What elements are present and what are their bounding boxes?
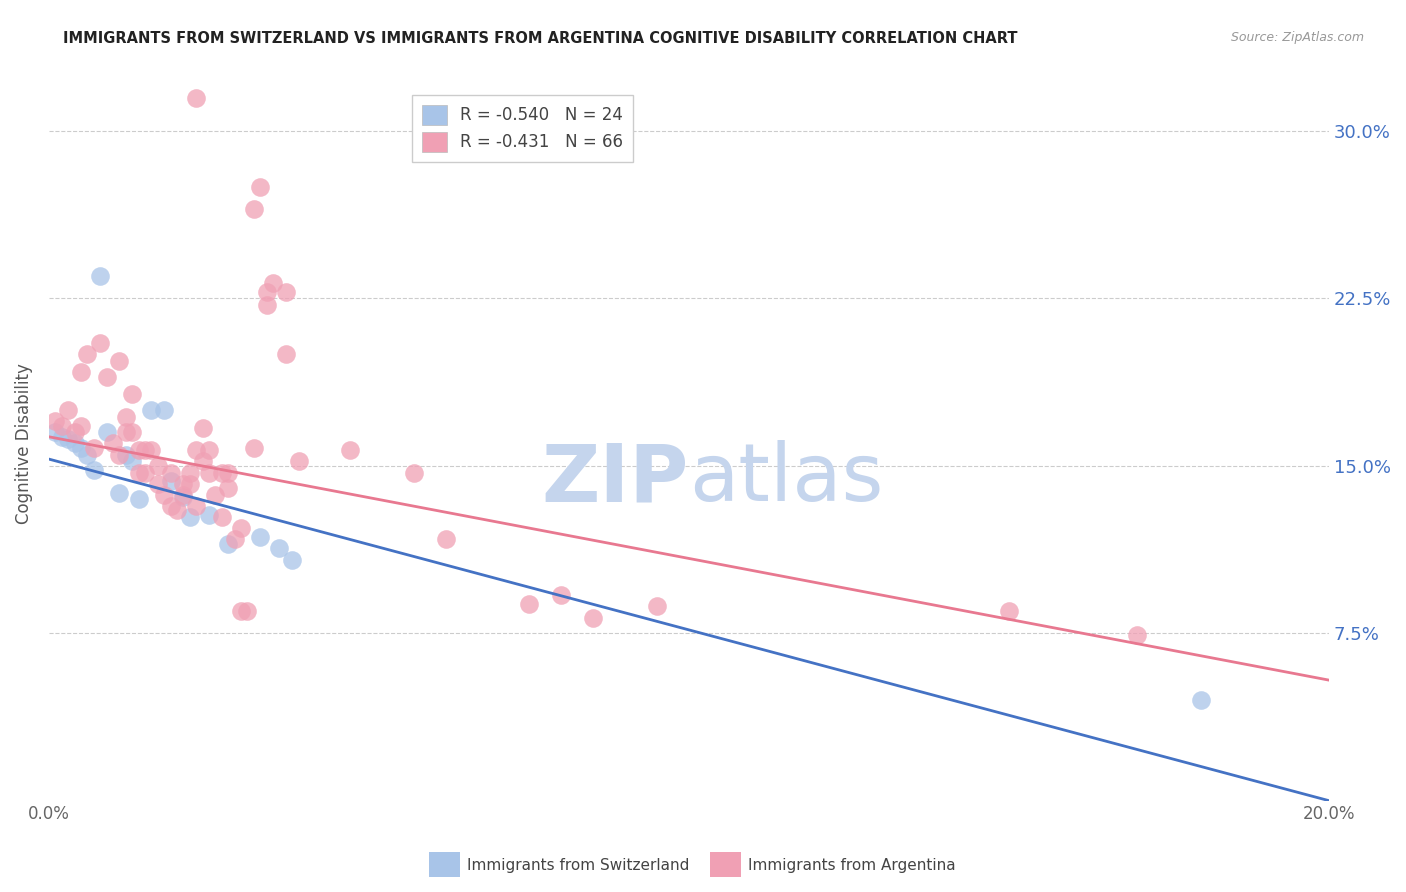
- Point: [217, 481, 239, 495]
- Point: [179, 476, 201, 491]
- Point: [134, 443, 156, 458]
- Point: [114, 425, 136, 440]
- Point: [217, 537, 239, 551]
- Point: [141, 443, 163, 458]
- Point: [76, 347, 98, 361]
- Point: [1126, 628, 1149, 642]
- Point: [242, 441, 264, 455]
- Point: [146, 458, 169, 473]
- Point: [582, 610, 605, 624]
- Point: [153, 403, 176, 417]
- Y-axis label: Cognitive Disability: Cognitive Disability: [15, 363, 32, 524]
- Point: [281, 552, 304, 566]
- Point: [204, 488, 226, 502]
- Text: Immigrants from Switzerland: Immigrants from Switzerland: [467, 858, 689, 872]
- Point: [242, 202, 264, 216]
- Text: Source: ZipAtlas.com: Source: ZipAtlas.com: [1230, 31, 1364, 45]
- Point: [108, 448, 131, 462]
- Point: [339, 443, 361, 458]
- Text: IMMIGRANTS FROM SWITZERLAND VS IMMIGRANTS FROM ARGENTINA COGNITIVE DISABILITY CO: IMMIGRANTS FROM SWITZERLAND VS IMMIGRANT…: [63, 31, 1018, 46]
- Point: [186, 443, 208, 458]
- Point: [63, 436, 86, 450]
- Point: [249, 530, 271, 544]
- Point: [172, 476, 194, 491]
- Point: [191, 421, 214, 435]
- Point: [179, 510, 201, 524]
- Point: [121, 387, 143, 401]
- Text: ZIP: ZIP: [541, 441, 689, 518]
- Point: [128, 443, 150, 458]
- Point: [274, 285, 297, 299]
- Point: [114, 448, 136, 462]
- Point: [645, 599, 668, 614]
- Point: [166, 503, 188, 517]
- Point: [96, 425, 118, 440]
- Point: [63, 425, 86, 440]
- Point: [89, 336, 111, 351]
- Point: [249, 179, 271, 194]
- Point: [198, 443, 221, 458]
- Point: [70, 441, 93, 455]
- Point: [224, 533, 246, 547]
- Point: [76, 448, 98, 462]
- Point: [108, 354, 131, 368]
- Point: [83, 463, 105, 477]
- Point: [434, 533, 457, 547]
- Point: [96, 369, 118, 384]
- Point: [287, 454, 309, 468]
- Text: Immigrants from Argentina: Immigrants from Argentina: [748, 858, 956, 872]
- Legend: R = -0.540   N = 24, R = -0.431   N = 66: R = -0.540 N = 24, R = -0.431 N = 66: [412, 95, 633, 162]
- Point: [44, 425, 66, 440]
- Point: [172, 488, 194, 502]
- Point: [153, 488, 176, 502]
- Point: [56, 403, 79, 417]
- Point: [51, 430, 73, 444]
- Point: [262, 276, 284, 290]
- Point: [134, 466, 156, 480]
- Point: [211, 510, 233, 524]
- Point: [186, 90, 208, 104]
- Point: [121, 454, 143, 468]
- Point: [191, 454, 214, 468]
- Text: atlas: atlas: [689, 441, 883, 518]
- Point: [146, 476, 169, 491]
- Point: [269, 541, 291, 556]
- Point: [56, 432, 79, 446]
- Point: [236, 604, 259, 618]
- Point: [274, 347, 297, 361]
- Point: [172, 490, 194, 504]
- Point: [159, 499, 181, 513]
- Point: [114, 409, 136, 424]
- Point: [128, 466, 150, 480]
- Point: [51, 418, 73, 433]
- Point: [70, 365, 93, 379]
- Point: [229, 521, 252, 535]
- Point: [44, 414, 66, 428]
- Point: [186, 499, 208, 513]
- Point: [89, 269, 111, 284]
- Point: [159, 475, 181, 489]
- Point: [108, 485, 131, 500]
- Point: [998, 604, 1021, 618]
- Point: [83, 441, 105, 455]
- Point: [217, 466, 239, 480]
- Point: [128, 492, 150, 507]
- Point: [229, 604, 252, 618]
- Point: [256, 285, 278, 299]
- Point: [121, 425, 143, 440]
- Point: [141, 403, 163, 417]
- Point: [550, 588, 572, 602]
- Point: [101, 436, 124, 450]
- Point: [198, 508, 221, 522]
- Point: [256, 298, 278, 312]
- Point: [198, 466, 221, 480]
- Point: [159, 466, 181, 480]
- Point: [517, 597, 540, 611]
- Point: [70, 418, 93, 433]
- Point: [1189, 693, 1212, 707]
- Point: [402, 466, 425, 480]
- Point: [211, 466, 233, 480]
- Point: [179, 466, 201, 480]
